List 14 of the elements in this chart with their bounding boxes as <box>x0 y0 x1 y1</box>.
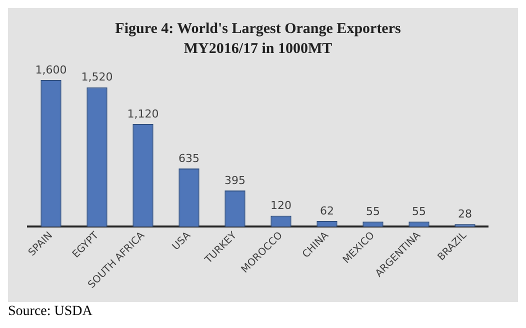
chart-title: Figure 4: World's Largest Orange Exporters <box>115 20 401 37</box>
data-label: 395 <box>224 174 246 187</box>
chart-subtitle: MY2016/17 in 1000MT <box>184 40 332 57</box>
data-label: 635 <box>178 152 200 165</box>
source-note: Source: USDA <box>8 304 94 320</box>
data-label: 1,600 <box>35 63 67 76</box>
data-label: 55 <box>366 205 380 218</box>
data-label: 1,520 <box>81 70 113 84</box>
x-tick-label: USA <box>170 230 194 253</box>
data-label: 62 <box>320 204 334 218</box>
data-label: 1,120 <box>127 107 159 120</box>
data-label: 120 <box>270 199 292 212</box>
data-label: 55 <box>412 205 426 218</box>
data-label: 28 <box>458 208 472 221</box>
